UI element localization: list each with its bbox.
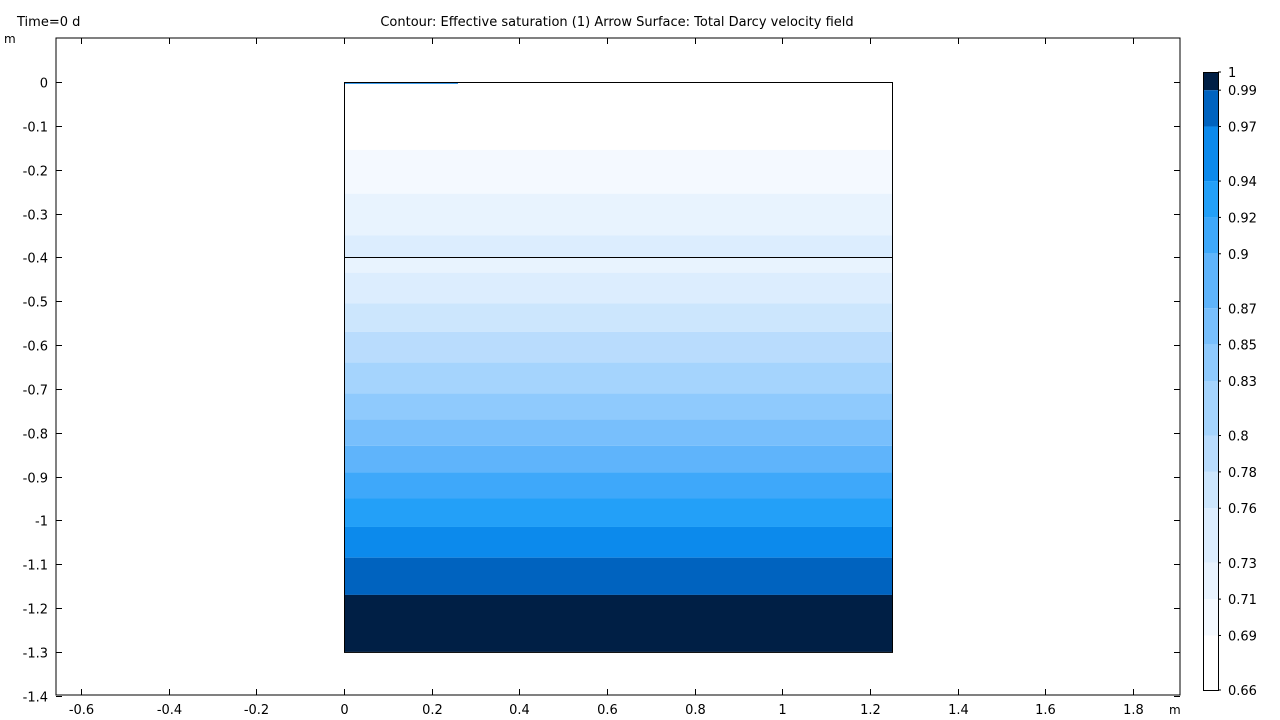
colorbar-segment: [1203, 253, 1218, 309]
colorbar-label: 0.78: [1228, 466, 1257, 481]
saturation-band: [344, 362, 892, 394]
saturation-band: [344, 82, 892, 150]
colorbar-segment: [1203, 508, 1218, 563]
colorbar-segment: [1203, 181, 1218, 218]
y-tick-label: -1: [35, 515, 48, 530]
y-tick-label: 0: [40, 77, 48, 92]
saturation-band: [344, 272, 892, 304]
saturation-bands: [344, 82, 892, 652]
saturation-band: [344, 526, 892, 558]
colorbar-segment: [1203, 72, 1218, 91]
colorbar-label: 0.85: [1228, 339, 1257, 354]
saturation-band: [344, 445, 892, 473]
colorbar-label: 0.87: [1228, 302, 1257, 317]
saturation-band: [344, 472, 892, 499]
plot-title: Contour: Effective saturation (1) Arrow …: [380, 15, 854, 30]
y-tick-label: -0.3: [23, 209, 48, 224]
y-tick-label: -0.4: [23, 252, 48, 267]
colorbar-segment: [1203, 381, 1218, 436]
saturation-band: [344, 193, 892, 236]
colorbar-segment: [1203, 308, 1218, 345]
saturation-band: [344, 498, 892, 527]
colorbar-segment: [1203, 599, 1218, 636]
saturation-band: [344, 594, 892, 652]
y-tick-label: -1.4: [23, 691, 48, 706]
y-axis-unit-label: m: [4, 32, 16, 46]
x-tick-label: -0.4: [157, 703, 182, 718]
y-tick-label: -1.1: [23, 559, 48, 574]
y-tick-label: -0.6: [23, 340, 48, 355]
colorbar-label: 0.66: [1228, 684, 1257, 699]
colorbar-segment: [1203, 635, 1218, 690]
colorbar-label: 0.94: [1228, 175, 1257, 190]
colorbar-label: 0.99: [1228, 84, 1257, 99]
y-tick-label: -0.5: [23, 296, 48, 311]
colorbar-label: 0.92: [1228, 211, 1257, 226]
colorbar-label: 0.69: [1228, 629, 1257, 644]
colorbar-label: 0.9: [1228, 248, 1249, 263]
x-tick-label: 1.6: [1035, 703, 1056, 718]
axes-frame: [55, 37, 1181, 696]
saturation-band: [344, 419, 892, 446]
colorbar-segment: [1203, 217, 1218, 254]
saturation-band: [344, 557, 892, 595]
colorbar-segment: [1203, 435, 1218, 472]
colorbar-segment: [1203, 471, 1218, 509]
time-label: Time=0 d: [17, 15, 81, 30]
colorbar-segment: [1203, 344, 1218, 381]
y-tick-label: -0.1: [23, 121, 48, 136]
colorbar-segment: [1203, 90, 1218, 127]
x-tick-label: -0.6: [69, 703, 94, 718]
saturation-band: [344, 331, 892, 363]
y-tick-label: -0.2: [23, 165, 48, 180]
x-tick-label: 1.2: [860, 703, 881, 718]
domain-boundary: [344, 82, 893, 653]
x-tick-label: 0.2: [422, 703, 443, 718]
colorbar-segment: [1203, 562, 1218, 600]
y-tick-label: -0.7: [23, 384, 48, 399]
colorbar-label: 0.71: [1228, 593, 1257, 608]
x-axis-unit-label: m: [1169, 703, 1181, 717]
colorbar-segment: [1203, 126, 1218, 182]
y-tick-label: -0.9: [23, 472, 48, 487]
colorbar-label: 1: [1228, 66, 1236, 81]
colorbar-label: 0.76: [1228, 502, 1257, 517]
colorbar-label: 0.73: [1228, 557, 1257, 572]
colorbar-label: 0.97: [1228, 121, 1257, 136]
saturation-band: [344, 257, 892, 273]
colorbar-label: 0.83: [1228, 375, 1257, 390]
x-tick-label: 0.8: [685, 703, 706, 718]
x-tick-label: 1.8: [1123, 703, 1144, 718]
y-tick-label: -1.2: [23, 603, 48, 618]
color-legend: 1 0.99 0.97 0.94 0.92 0.9 0.87 0.85 0.83 0.8 0.78 0…: [1203, 66, 1257, 699]
x-axis-ticks: -0.6 -0.4 -0.2 0 0.2 0.4 0.6 0.8 1 1.2 1.4 1.6 1.8: [69, 38, 1144, 718]
y-tick-label: -0.8: [23, 428, 48, 443]
x-tick-label: 1.4: [948, 703, 969, 718]
x-tick-label: 0.4: [509, 703, 530, 718]
x-tick-label: 0.6: [597, 703, 618, 718]
x-tick-label: 1: [778, 703, 786, 718]
colorbar-label: 0.8: [1228, 430, 1249, 445]
x-tick-label: 0: [340, 703, 348, 718]
x-tick-label: -0.2: [244, 703, 269, 718]
saturation-band: [344, 303, 892, 332]
saturation-band: [344, 235, 892, 258]
saturation-band: [344, 393, 892, 420]
saturation-band: [344, 149, 892, 194]
y-axis-ticks: 0 -0.1 -0.2 -0.3 -0.4 -0.5 -0.6 -0.7 -0.8 -0.9 -1 -…: [23, 77, 1180, 706]
plot-frame: [55, 37, 1181, 696]
domain-outline: [344, 82, 893, 653]
y-tick-label: -1.3: [23, 647, 48, 662]
